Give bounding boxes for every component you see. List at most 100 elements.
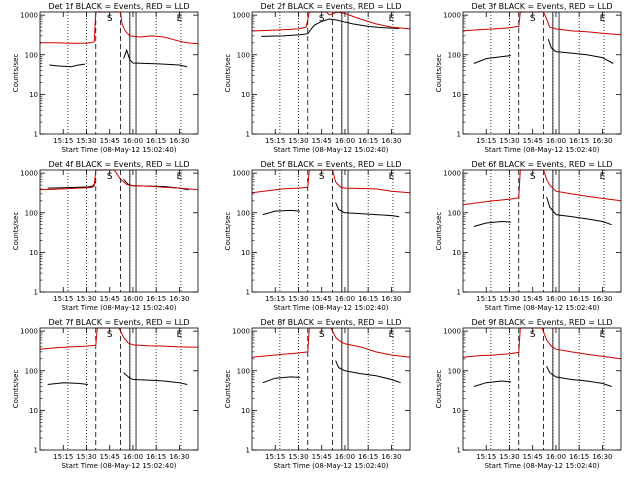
y-tick-label: 1 — [34, 447, 38, 455]
x-axis-label: Start Time (08-May-12 15:02:40) — [484, 462, 599, 470]
events-series-line — [473, 220, 512, 227]
x-tick-label: 16:15 — [569, 137, 589, 145]
x-tick-label: 15:45 — [100, 137, 120, 145]
x-tick-label: 15:45 — [312, 295, 332, 303]
y-tick-label: 1000 — [232, 328, 250, 336]
events-series-line — [547, 38, 614, 64]
x-tick-label: 15:15 — [265, 137, 285, 145]
y-axis-label: Counts/sec — [224, 370, 232, 409]
panel-title: Det 3f BLACK = Events, RED = LLD — [471, 2, 612, 11]
y-tick-label: 10 — [241, 91, 250, 99]
x-tick-label: 15:30 — [499, 137, 519, 145]
events-series-line — [123, 372, 188, 385]
y-tick-label: 10 — [29, 91, 38, 99]
x-tick-label: 15:15 — [476, 137, 496, 145]
plot-frame — [251, 169, 411, 293]
x-tick-label: 16:30 — [169, 453, 189, 461]
y-tick-label: 1000 — [443, 12, 461, 20]
x-axis-label: Start Time (08-May-12 15:02:40) — [273, 304, 388, 312]
y-tick-label: 100 — [448, 367, 461, 375]
events-series-line — [546, 365, 612, 387]
marker-label-e: E — [600, 330, 606, 340]
x-tick-label: 15:15 — [476, 295, 496, 303]
panel-title: Det 5f BLACK = Events, RED = LLD — [260, 160, 401, 169]
y-tick-label: 10 — [452, 249, 461, 257]
y-tick-label: 1 — [34, 289, 38, 297]
panel-title: Det 6f BLACK = Events, RED = LLD — [471, 160, 612, 169]
x-tick-label: 16:00 — [546, 137, 566, 145]
x-tick-label: 16:00 — [335, 137, 355, 145]
marker-label-e: E — [600, 172, 606, 182]
x-tick-label: 16:00 — [123, 295, 143, 303]
detector-panel-2: Det 2f BLACK = Events, RED = LLD S E 1 10 100… — [224, 2, 411, 154]
events-series-line — [335, 360, 401, 384]
y-tick-label: 1 — [457, 447, 461, 455]
x-tick-label: 15:15 — [265, 295, 285, 303]
marker-label-e: E — [177, 330, 183, 340]
y-tick-label: 100 — [25, 209, 38, 217]
marker-label-s: S — [107, 172, 113, 182]
detector-panel-4: Det 4f BLACK = Events, RED = LLD S E 1 10 100… — [12, 160, 199, 312]
panel-title: Det 7f BLACK = Events, RED = LLD — [48, 318, 189, 327]
detector-panel-9: Det 9f BLACK = Events, RED = LLD S E 1 10 100… — [435, 318, 622, 470]
lld-series-line — [462, 327, 622, 360]
detector-panel-3: Det 3f BLACK = Events, RED = LLD S E 1 10 100… — [435, 2, 622, 154]
y-axis-label: Counts/sec — [435, 212, 443, 251]
marker-label-e: E — [389, 172, 395, 182]
x-tick-label: 15:45 — [312, 453, 332, 461]
x-tick-label: 16:15 — [358, 137, 378, 145]
y-tick-label: 1000 — [443, 170, 461, 178]
panel-title: Det 2f BLACK = Events, RED = LLD — [260, 2, 401, 11]
x-tick-label: 15:30 — [76, 453, 96, 461]
plot-frame — [251, 11, 411, 135]
lld-series-line — [462, 169, 622, 206]
y-tick-label: 10 — [241, 249, 250, 257]
lld-series-line — [39, 169, 199, 191]
lld-series-line — [39, 327, 199, 350]
x-axis-label: Start Time (08-May-12 15:02:40) — [273, 462, 388, 470]
y-tick-label: 1000 — [232, 170, 250, 178]
events-series-line — [473, 55, 512, 64]
x-tick-label: 15:30 — [288, 137, 308, 145]
events-series-line — [262, 376, 301, 384]
x-tick-label: 15:45 — [523, 295, 543, 303]
events-series-line — [546, 196, 612, 226]
lld-series-line — [40, 11, 199, 45]
y-tick-label: 1 — [34, 131, 38, 139]
events-series-line — [123, 48, 188, 68]
events-series-line — [262, 209, 301, 216]
panel-title: Det 1f BLACK = Events, RED = LLD — [48, 2, 189, 11]
x-axis-label: Start Time (08-May-12 15:02:40) — [61, 304, 176, 312]
detector-panel-5: Det 5f BLACK = Events, RED = LLD S E 1 10 100… — [224, 160, 411, 312]
lld-series-line — [462, 11, 622, 36]
x-tick-label: 16:15 — [146, 137, 166, 145]
x-tick-label: 16:30 — [169, 295, 189, 303]
x-tick-label: 16:30 — [381, 295, 401, 303]
marker-label-s: S — [530, 14, 536, 24]
y-tick-label: 100 — [25, 51, 38, 59]
plot-frame — [39, 327, 199, 451]
plot-frame — [39, 11, 199, 135]
plot-frame — [251, 327, 411, 451]
marker-label-s: S — [319, 14, 325, 24]
detector-panel-1: Det 1f BLACK = Events, RED = LLD S E 1 10 100… — [12, 2, 199, 154]
plot-frame — [462, 169, 622, 293]
x-tick-label: 15:45 — [523, 137, 543, 145]
marker-label-s: S — [319, 330, 325, 340]
y-tick-label: 1000 — [443, 328, 461, 336]
x-tick-label: 16:15 — [569, 453, 589, 461]
y-tick-label: 10 — [452, 91, 461, 99]
x-tick-label: 15:30 — [76, 137, 96, 145]
marker-label-s: S — [530, 330, 536, 340]
y-axis-label: Counts/sec — [224, 212, 232, 251]
lld-series-line — [251, 327, 411, 358]
plot-frame — [39, 169, 199, 293]
lld-series-line — [251, 11, 411, 32]
events-series-line — [335, 202, 400, 218]
y-axis-label: Counts/sec — [435, 370, 443, 409]
y-tick-label: 10 — [452, 407, 461, 415]
events-series-line — [473, 380, 512, 387]
x-tick-label: 16:00 — [335, 295, 355, 303]
x-tick-label: 16:00 — [123, 137, 143, 145]
